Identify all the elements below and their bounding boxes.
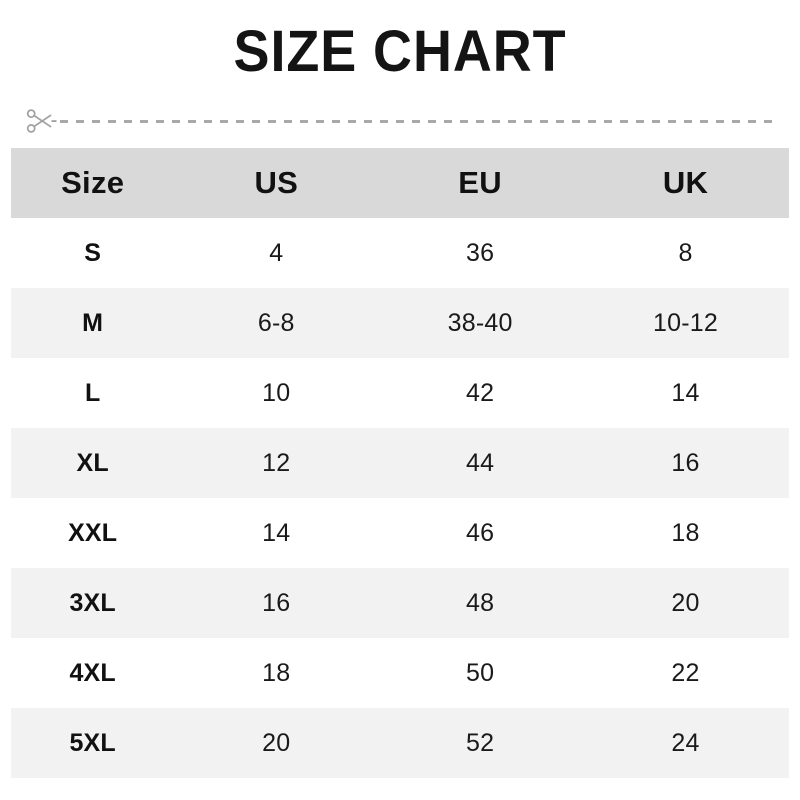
column-header-size: Size	[61, 165, 125, 200]
table-header: Size US EU UK	[11, 148, 789, 218]
cut-line	[12, 104, 788, 138]
cell-size: 5XL	[69, 728, 116, 757]
cell-uk: 18	[671, 518, 700, 547]
scissors-icon	[26, 109, 57, 133]
cell-uk: 8	[678, 238, 693, 267]
cell-size: L	[84, 378, 101, 407]
cell-size: S	[84, 238, 102, 267]
cell-uk: 10-12	[653, 308, 718, 337]
cell-us: 18	[262, 658, 291, 687]
cell-us: 10	[262, 378, 291, 407]
cell-uk: 20	[671, 588, 700, 617]
cell-us: 20	[262, 728, 291, 757]
cell-eu: 50	[466, 658, 495, 687]
cell-us: 14	[262, 518, 291, 547]
cell-eu: 38-40	[447, 308, 513, 337]
table-row: L 10 42 14	[11, 358, 789, 428]
cell-size: 3XL	[69, 588, 116, 617]
cell-uk: 24	[671, 728, 700, 757]
cell-eu: 44	[466, 448, 495, 477]
cell-eu: 48	[466, 588, 495, 617]
cell-eu: 46	[466, 518, 495, 547]
cell-size: XXL	[68, 518, 118, 547]
cell-us: 12	[262, 448, 291, 477]
table-row: 3XL 16 48 20	[11, 568, 789, 638]
cell-size: M	[82, 308, 104, 337]
table-row: 4XL 18 50 22	[11, 638, 789, 708]
cell-size: 4XL	[69, 658, 116, 687]
table-row: 5XL 20 52 24	[11, 708, 789, 778]
cell-us: 4	[269, 238, 284, 267]
cell-uk: 22	[671, 658, 700, 687]
cell-us: 16	[262, 588, 291, 617]
table-row: XL 12 44 16	[11, 428, 789, 498]
size-chart-table: Size US EU UK S 4 36 8 M 6-8 38-40 10-12…	[11, 148, 789, 778]
column-header-uk: UK	[662, 165, 709, 200]
column-header-us: US	[254, 165, 299, 200]
cell-us: 6-8	[257, 308, 295, 337]
cell-eu: 42	[466, 378, 495, 407]
cell-eu: 52	[466, 728, 495, 757]
cell-size: XL	[76, 448, 109, 477]
table-row: M 6-8 38-40 10-12	[11, 288, 789, 358]
dashed-cut-line	[60, 120, 780, 123]
table-row: XXL 14 46 18	[11, 498, 789, 568]
table-row: S 4 36 8	[11, 218, 789, 288]
table-body: S 4 36 8 M 6-8 38-40 10-12 L 10 42 14 XL…	[11, 218, 789, 778]
page-title: SIZE CHART	[233, 19, 567, 84]
cell-eu: 36	[466, 238, 495, 267]
cell-uk: 14	[671, 378, 700, 407]
header-row: Size US EU UK	[11, 148, 789, 218]
column-header-eu: EU	[458, 165, 502, 200]
cell-uk: 16	[671, 448, 700, 477]
